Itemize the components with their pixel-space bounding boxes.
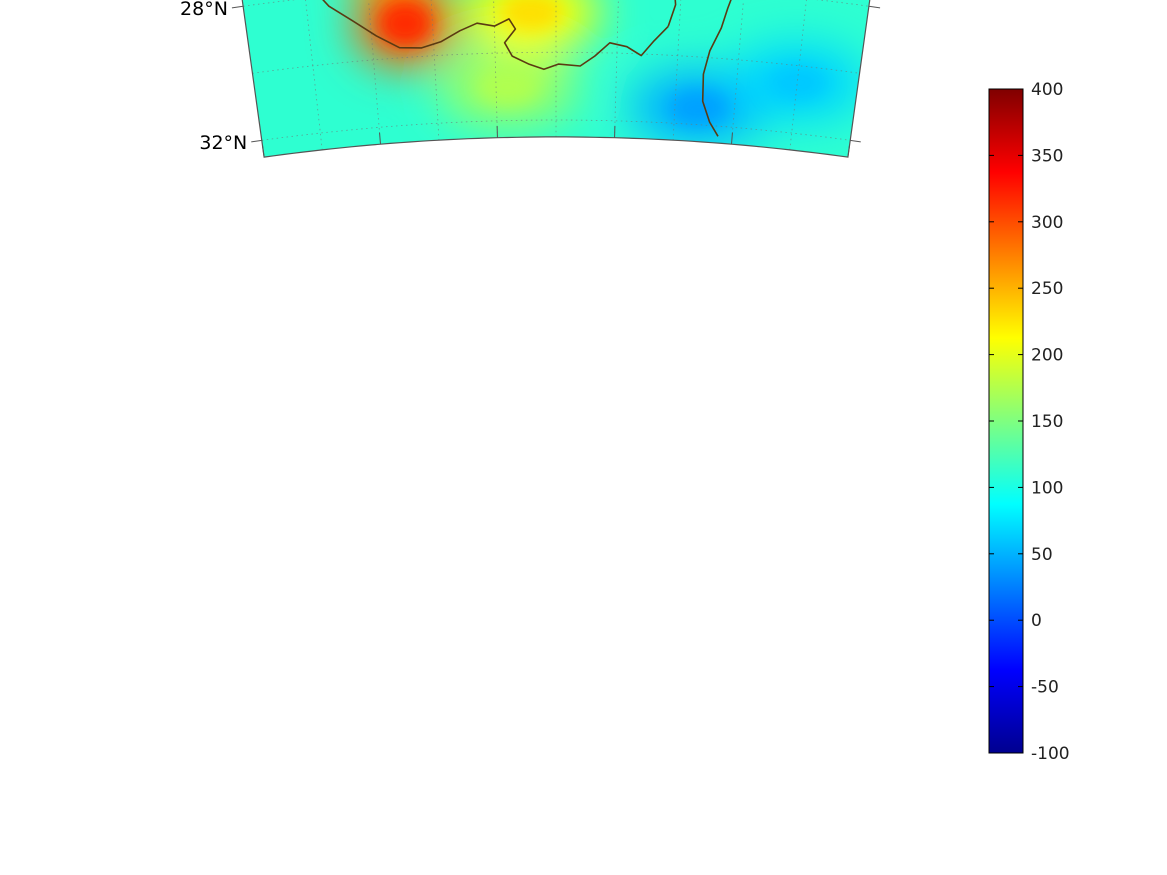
heatmap-core bbox=[668, 89, 729, 126]
colorbar-tick-label: 150 bbox=[1031, 412, 1063, 432]
colorbar-tick-label: -50 bbox=[1031, 678, 1059, 698]
colorbar-tick-label: 50 bbox=[1031, 545, 1053, 565]
lon-tick-mark bbox=[261, 145, 265, 158]
graticule bbox=[177, 0, 935, 158]
map-frame bbox=[241, 0, 871, 158]
heatmap-cores bbox=[379, 0, 828, 126]
coastline bbox=[667, 0, 748, 137]
colorbar-tick-label: 200 bbox=[1031, 346, 1063, 366]
lat-tick-label: 32°N bbox=[199, 132, 247, 154]
colorbar-tick-label: 250 bbox=[1031, 279, 1063, 299]
lon-tick-mark bbox=[847, 145, 851, 158]
heatmap-core bbox=[379, 1, 432, 46]
lon-tick-mark bbox=[730, 132, 733, 145]
lat-tick-label: 28°N bbox=[180, 0, 228, 20]
colorbar-tick-label: 400 bbox=[1031, 80, 1063, 100]
colorbar-tick-label: 350 bbox=[1031, 146, 1063, 166]
colorbar: 400 350 300 250 200 150 100 50 0 -50 -100 bbox=[988, 80, 1070, 764]
heatmap-core bbox=[478, 68, 539, 105]
colorbar-tick-label: 0 bbox=[1031, 611, 1042, 631]
colorbar-ticks: 400 350 300 250 200 150 100 50 0 -50 -100 bbox=[989, 80, 1070, 764]
lat-tick-mark bbox=[251, 139, 262, 143]
colorbar-tick-label: 300 bbox=[1031, 213, 1063, 233]
lat-tick-mark bbox=[868, 5, 881, 9]
lat-tick-mark bbox=[850, 139, 861, 143]
heatmap-field bbox=[177, 0, 935, 158]
heatmap-core bbox=[501, 0, 562, 30]
coastlines bbox=[302, 0, 748, 137]
colorbar-tick-label: 100 bbox=[1031, 478, 1063, 498]
map-body: 100°W95°W90°W85°W80°W75°W 16°N20°N24°N28… bbox=[177, 0, 935, 158]
heatmap-core bbox=[767, 64, 828, 101]
latitude-labels: 16°N20°N24°N28°N32°N bbox=[180, 0, 247, 154]
colorbar-scale bbox=[988, 88, 1024, 754]
frame-ticks bbox=[231, 5, 881, 158]
lon-tick-mark bbox=[379, 132, 382, 145]
parallel-line bbox=[261, 119, 851, 141]
lat-tick-mark bbox=[231, 5, 244, 9]
coastline bbox=[302, 0, 669, 71]
colorbar-tick-label: -100 bbox=[1031, 744, 1070, 764]
